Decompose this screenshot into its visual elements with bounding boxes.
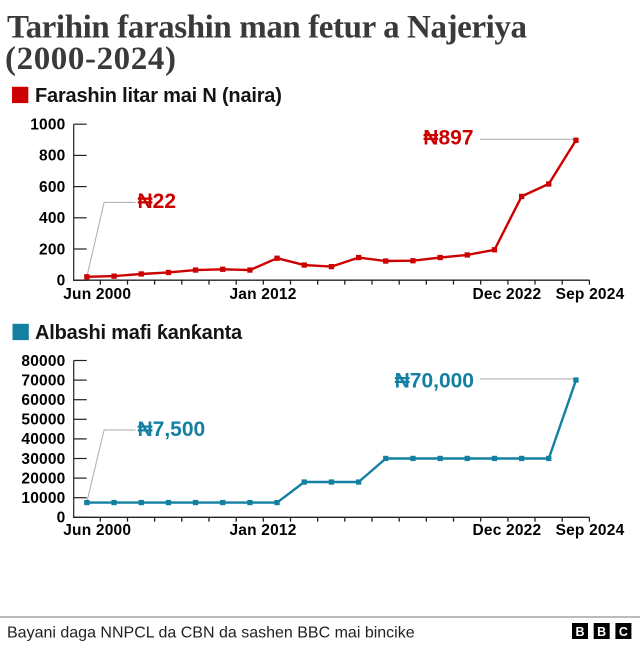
svg-text:(2000-2024): (2000-2024) — [5, 41, 177, 77]
svg-text:Sep 2024: Sep 2024 — [556, 522, 625, 539]
svg-text:10000: 10000 — [21, 490, 65, 507]
svg-text:Farashin litar mai N (naira): Farashin litar mai N (naira) — [35, 85, 282, 107]
svg-text:₦897: ₦897 — [423, 126, 473, 149]
svg-text:Jun 2000: Jun 2000 — [63, 522, 131, 539]
svg-text:50000: 50000 — [21, 412, 65, 429]
svg-text:60000: 60000 — [21, 392, 65, 409]
svg-text:600: 600 — [39, 179, 65, 196]
svg-text:70000: 70000 — [21, 372, 65, 389]
svg-text:800: 800 — [39, 148, 65, 165]
svg-text:Jun 2000: Jun 2000 — [63, 286, 131, 303]
svg-text:Jan 2012: Jan 2012 — [229, 522, 296, 539]
svg-text:Albashi mafi ƙanƙanta: Albashi mafi ƙanƙanta — [35, 322, 243, 344]
svg-text:0: 0 — [57, 510, 66, 527]
svg-text:20000: 20000 — [21, 470, 65, 487]
svg-text:₦22: ₦22 — [138, 190, 177, 213]
svg-text:Dec 2022: Dec 2022 — [472, 286, 541, 303]
svg-text:B: B — [597, 625, 606, 639]
svg-text:₦70,000: ₦70,000 — [395, 369, 474, 392]
svg-text:30000: 30000 — [21, 451, 65, 468]
svg-text:Jan 2012: Jan 2012 — [229, 286, 296, 303]
svg-text:0: 0 — [57, 273, 66, 290]
svg-text:C: C — [619, 625, 628, 639]
svg-text:Dec 2022: Dec 2022 — [472, 522, 541, 539]
svg-text:B: B — [575, 625, 584, 639]
svg-text:₦7,500: ₦7,500 — [138, 418, 206, 441]
svg-text:200: 200 — [39, 241, 65, 258]
svg-text:Bayani daga NNPCL da CBN da sa: Bayani daga NNPCL da CBN da sashen BBC m… — [7, 625, 415, 642]
svg-text:1000: 1000 — [30, 117, 65, 134]
svg-text:400: 400 — [39, 210, 65, 227]
svg-text:40000: 40000 — [21, 431, 65, 448]
svg-text:Tarihin farashin man fetur a N: Tarihin farashin man fetur a Najeriya — [7, 9, 527, 45]
svg-text:Sep 2024: Sep 2024 — [556, 286, 625, 303]
svg-text:80000: 80000 — [21, 353, 65, 370]
